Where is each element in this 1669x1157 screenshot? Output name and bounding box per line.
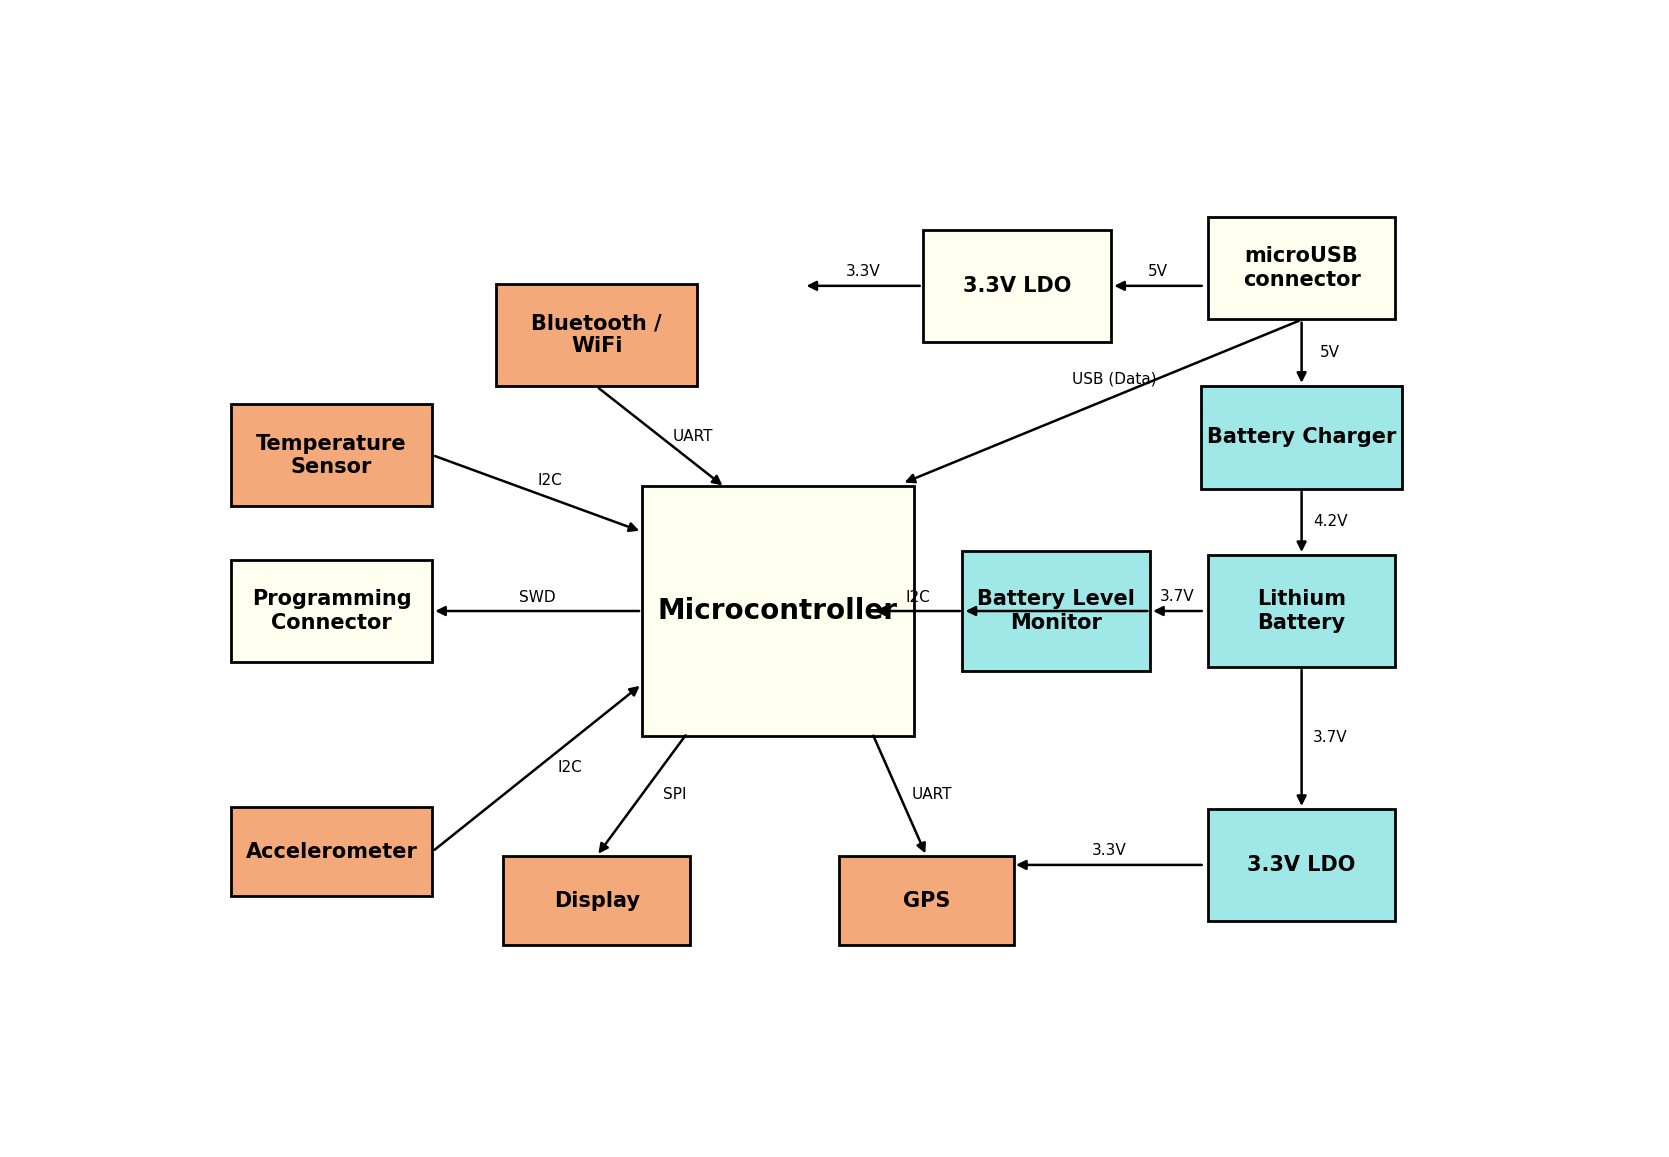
- FancyBboxPatch shape: [923, 230, 1112, 341]
- Text: 3.3V LDO: 3.3V LDO: [1247, 855, 1355, 875]
- Text: UART: UART: [911, 787, 951, 802]
- Text: 5V: 5V: [1320, 345, 1340, 360]
- Text: Lithium
Battery: Lithium Battery: [1257, 589, 1347, 633]
- FancyBboxPatch shape: [232, 560, 432, 662]
- Text: 3.3V LDO: 3.3V LDO: [963, 275, 1071, 296]
- FancyBboxPatch shape: [1202, 386, 1402, 488]
- Text: 4.2V: 4.2V: [1314, 515, 1347, 530]
- Text: Display: Display: [554, 891, 639, 911]
- Text: 3.7V: 3.7V: [1160, 589, 1195, 604]
- Text: 3.7V: 3.7V: [1314, 730, 1347, 745]
- FancyBboxPatch shape: [1208, 216, 1395, 319]
- FancyBboxPatch shape: [1208, 809, 1395, 921]
- Text: Accelerometer: Accelerometer: [245, 841, 417, 862]
- FancyBboxPatch shape: [502, 856, 691, 945]
- Text: I2C: I2C: [905, 590, 930, 605]
- FancyBboxPatch shape: [961, 551, 1150, 671]
- Text: 5V: 5V: [1148, 264, 1168, 279]
- Text: SWD: SWD: [519, 590, 556, 605]
- Text: Battery Charger: Battery Charger: [1207, 427, 1397, 448]
- FancyBboxPatch shape: [232, 404, 432, 507]
- Text: I2C: I2C: [537, 472, 562, 487]
- Text: Battery Level
Monitor: Battery Level Monitor: [976, 589, 1135, 633]
- FancyBboxPatch shape: [840, 856, 1013, 945]
- Text: Microcontroller: Microcontroller: [658, 597, 898, 625]
- Text: I2C: I2C: [557, 760, 582, 775]
- Text: 3.3V: 3.3V: [1092, 843, 1127, 858]
- Text: USB (Data): USB (Data): [1073, 371, 1157, 386]
- FancyBboxPatch shape: [496, 283, 698, 386]
- Text: microUSB
connector: microUSB connector: [1243, 246, 1360, 289]
- Text: Programming
Connector: Programming Connector: [252, 589, 411, 633]
- Text: Temperature
Sensor: Temperature Sensor: [257, 434, 407, 477]
- Text: 3.3V: 3.3V: [846, 264, 881, 279]
- FancyBboxPatch shape: [1208, 555, 1395, 666]
- FancyBboxPatch shape: [643, 486, 913, 736]
- Text: GPS: GPS: [903, 891, 950, 911]
- Text: Bluetooth /
WiFi: Bluetooth / WiFi: [531, 314, 663, 356]
- FancyBboxPatch shape: [232, 808, 432, 896]
- Text: UART: UART: [673, 429, 713, 444]
- Text: SPI: SPI: [663, 787, 686, 802]
